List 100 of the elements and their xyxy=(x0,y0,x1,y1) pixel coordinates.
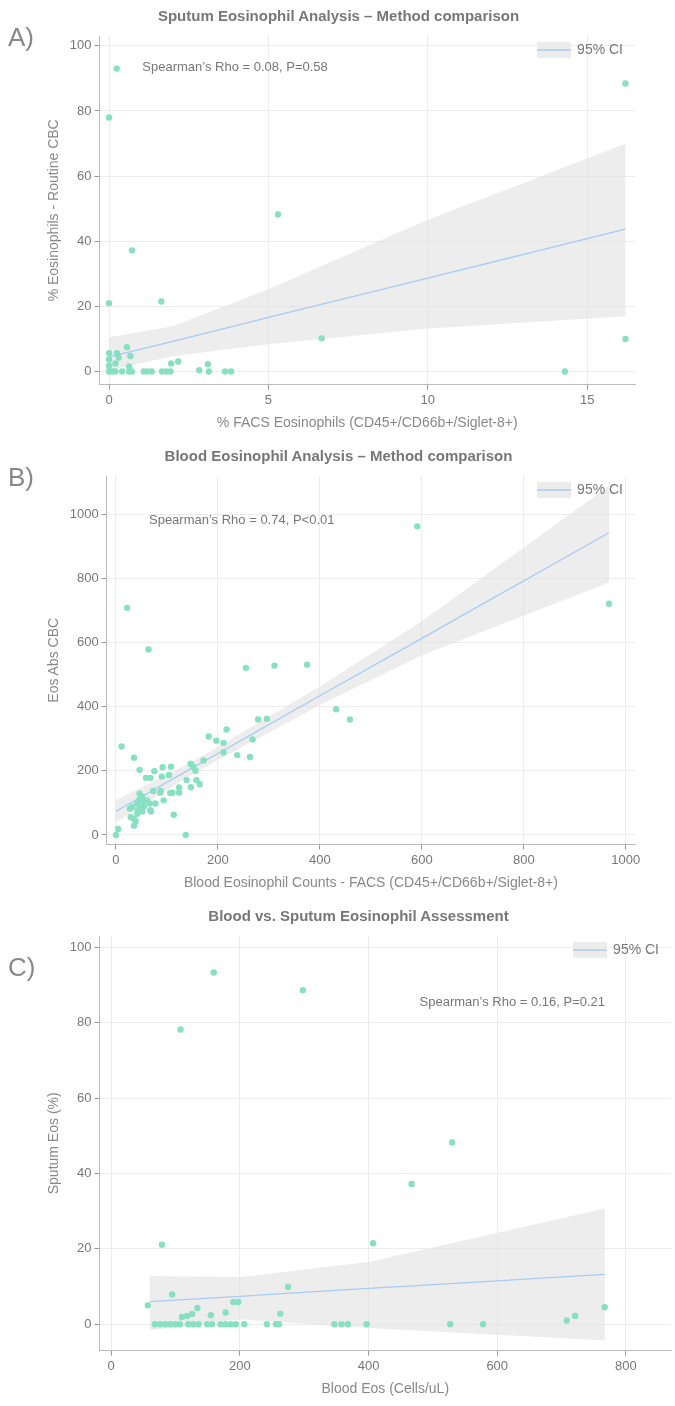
point xyxy=(151,1321,159,1328)
point xyxy=(221,368,229,375)
point xyxy=(232,1321,240,1328)
y-tick-label: 40 xyxy=(77,1165,92,1181)
point xyxy=(601,1304,608,1311)
point xyxy=(118,368,126,375)
point xyxy=(408,1180,415,1188)
point xyxy=(363,1321,370,1328)
chart-title: Blood Eosinophil Analysis – Method comparison xyxy=(164,447,513,465)
point xyxy=(178,1313,186,1321)
point xyxy=(561,368,569,375)
y-tick-label: 0 xyxy=(84,1315,92,1331)
point xyxy=(571,1312,579,1320)
annotation: Spearman’s Rho = 0.16, P=0.21 xyxy=(419,993,606,1009)
y-axis-title: Sputum Eos (%) xyxy=(45,1092,62,1195)
annotation: Spearman’s Rho = 0.74, P<0.01 xyxy=(148,511,335,527)
legend-label: 95% CI xyxy=(577,480,624,497)
point xyxy=(105,362,113,369)
point xyxy=(208,1321,216,1328)
y-tick-label: 100 xyxy=(69,37,92,53)
x-tick-label: 200 xyxy=(228,1357,251,1373)
point xyxy=(447,1321,454,1328)
point xyxy=(196,367,203,374)
point xyxy=(176,1321,184,1328)
point xyxy=(115,354,122,361)
text: B) xyxy=(8,462,34,493)
legend-label: 95% CI xyxy=(577,40,624,57)
x-tick-label: 5 xyxy=(264,391,273,407)
point xyxy=(263,1321,271,1328)
y-tick-label: 0 xyxy=(91,826,99,842)
point xyxy=(127,352,134,360)
point xyxy=(207,1311,215,1319)
point xyxy=(622,335,629,343)
point xyxy=(299,987,307,994)
point xyxy=(205,368,213,375)
point xyxy=(188,1310,196,1318)
point xyxy=(277,1310,284,1317)
point xyxy=(177,1026,184,1033)
x-axis-title: Blood Eos (Cells/uL) xyxy=(321,1380,450,1397)
point xyxy=(284,1283,292,1291)
point xyxy=(448,1139,456,1146)
x-tick-label: 0 xyxy=(107,1357,115,1373)
point xyxy=(169,1291,176,1298)
point xyxy=(344,1321,352,1328)
point xyxy=(563,1317,570,1324)
y-tick-label: 0 xyxy=(84,363,92,379)
point xyxy=(227,1321,234,1328)
point xyxy=(123,343,131,351)
point xyxy=(183,1312,191,1320)
x-tick-label: 200 xyxy=(207,851,229,867)
point xyxy=(167,368,174,375)
point xyxy=(235,1298,242,1306)
x-tick-label: 600 xyxy=(486,1357,509,1373)
point xyxy=(105,350,113,357)
point xyxy=(128,247,136,254)
x-tick-label: 600 xyxy=(411,851,433,867)
point xyxy=(274,211,282,218)
point xyxy=(210,969,217,976)
point xyxy=(222,1309,229,1316)
point xyxy=(622,80,629,87)
y-tick-label: 40 xyxy=(77,232,92,248)
y-tick-label: 400 xyxy=(77,698,99,714)
legend-label: 95% CI xyxy=(613,940,660,957)
point xyxy=(105,356,113,363)
y-tick-label: 60 xyxy=(77,167,92,183)
y-tick-label: 80 xyxy=(77,1014,92,1030)
point xyxy=(105,299,113,307)
x-axis-title: % FACS Eosinophils (CD45+/CD66b+/Siglet-8+) xyxy=(216,414,518,431)
point xyxy=(105,114,113,121)
point xyxy=(194,1304,201,1312)
annotation: Spearman’s Rho = 0.08, P=0.58 xyxy=(142,58,328,74)
y-tick-label: 80 xyxy=(77,102,92,118)
point xyxy=(241,1321,248,1328)
y-tick-label: 20 xyxy=(77,297,92,313)
y-tick-label: 200 xyxy=(77,762,99,778)
x-tick-label: 0 xyxy=(105,391,113,407)
x-tick-label: 0 xyxy=(112,851,120,867)
x-tick-label: 400 xyxy=(309,851,331,867)
point xyxy=(204,360,212,368)
point xyxy=(161,1321,169,1328)
point xyxy=(158,298,165,305)
point xyxy=(168,360,175,367)
x-tick-label: 800 xyxy=(512,851,535,867)
x-axis-title: Blood Eosinophil Counts - FACS (CD45+/CD66b+/Siglet-8+) xyxy=(183,874,558,891)
y-tick-label: 20 xyxy=(77,1240,92,1256)
y-axis-title: % Eosinophils - Routine CBC xyxy=(45,119,62,302)
point xyxy=(369,1239,377,1247)
y-tick-label: 800 xyxy=(77,569,99,585)
point xyxy=(113,65,120,72)
point xyxy=(195,1321,202,1328)
text: A) xyxy=(8,22,34,53)
point xyxy=(148,368,155,375)
point xyxy=(175,358,182,365)
x-tick-label: 10 xyxy=(420,391,436,407)
x-tick-label: 1000 xyxy=(611,851,641,867)
point xyxy=(112,360,119,367)
x-tick-label: 15 xyxy=(579,391,595,407)
y-tick-label: 600 xyxy=(77,634,99,650)
point xyxy=(338,1321,345,1328)
text: C) xyxy=(8,952,36,983)
